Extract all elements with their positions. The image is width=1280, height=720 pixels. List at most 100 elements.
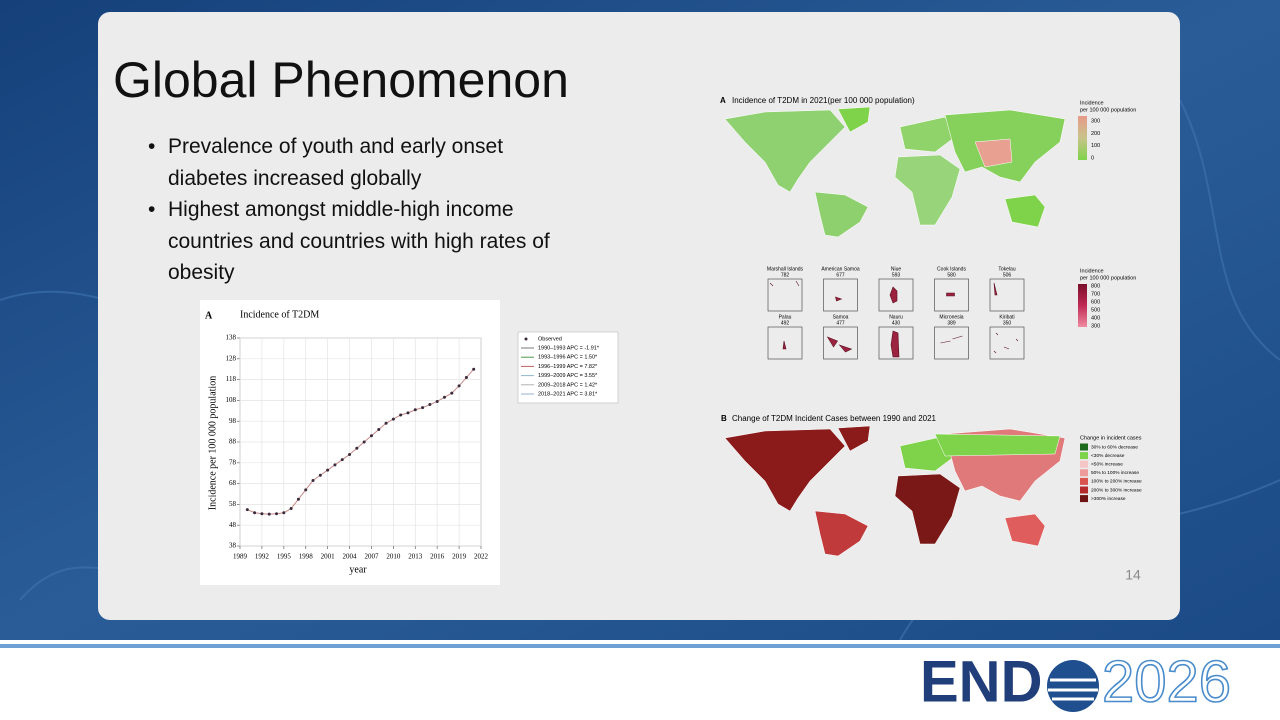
island-frame: [823, 326, 858, 360]
y-tick-label: 128: [226, 354, 237, 362]
island-outline: [782, 340, 787, 350]
island-shape: [835, 296, 843, 302]
island-name: American Samoa: [821, 266, 860, 272]
data-point: [348, 452, 352, 456]
island-shape: [993, 332, 1019, 354]
y-axis-label: Incidence per 100 000 population: [207, 376, 218, 510]
island-frame: [878, 326, 914, 360]
legend-title: Incidence: [1080, 100, 1104, 106]
legend-tick-label: 200: [1091, 131, 1100, 137]
data-point: [435, 399, 439, 403]
data-point: [245, 508, 249, 512]
island-name: Cook Islands: [937, 266, 966, 272]
legend-label: 50% to 100% increase: [1091, 470, 1139, 476]
island-shape: [782, 340, 787, 350]
x-tick-label: 2001: [321, 553, 336, 561]
legend-colorbar: [1078, 284, 1087, 327]
island-name: Tokelau: [998, 266, 1015, 272]
island-shape: [940, 335, 963, 344]
y-tick-label: 108: [226, 396, 237, 404]
island-shape: [826, 336, 853, 353]
legend-label: 2009–2018 APC = 1.42*: [538, 382, 598, 388]
legend-tick-label: 0: [1091, 155, 1094, 161]
legend-label: 1996–1999 APC = 7.82*: [538, 364, 598, 370]
island-value: 677: [836, 272, 845, 278]
bullet: Highest amongst middle-high income count…: [148, 194, 580, 289]
island-name: Kiribati: [999, 314, 1014, 320]
x-axis-label: year: [349, 564, 367, 575]
x-tick-label: 2016: [430, 553, 445, 561]
data-point: [296, 497, 300, 501]
island-name: Marshall Islands: [767, 266, 804, 272]
island-outline: [946, 292, 955, 297]
x-tick-label: 1989: [233, 553, 248, 561]
data-point: [333, 463, 337, 467]
data-point: [472, 367, 476, 371]
island-shape: [993, 282, 998, 296]
legend-swatch: [1080, 443, 1088, 451]
legend-swatch: [1080, 452, 1088, 460]
island-value: 506: [1003, 272, 1012, 278]
legend-tick-label: 800: [1091, 283, 1100, 289]
island-name: Palau: [779, 314, 792, 320]
island-frame: [934, 326, 969, 360]
legend-swatch: [1080, 460, 1088, 468]
data-point: [413, 408, 417, 412]
logo-text: END: [920, 649, 1042, 714]
island-frame: [767, 326, 803, 360]
data-point: [384, 421, 388, 425]
data-point: [267, 512, 271, 516]
y-tick-label: 48: [229, 521, 237, 529]
chart-legend: [517, 331, 619, 404]
x-tick-label: 2004: [343, 553, 358, 561]
data-point: [369, 434, 373, 438]
legend-title: Change in incident cases: [1080, 435, 1142, 441]
legend-label: 100% to 200% increase: [1091, 479, 1142, 485]
data-point: [282, 511, 286, 515]
x-tick-label: 2010: [386, 553, 401, 561]
island-shape: [946, 292, 955, 297]
x-tick-label: 2022: [474, 553, 489, 561]
y-tick-label: 68: [229, 479, 237, 487]
y-tick-label: 88: [229, 438, 237, 446]
y-tick-label: 78: [229, 458, 237, 466]
legend-label: 1999–2009 APC = 3.55*: [538, 373, 598, 379]
data-point: [253, 511, 257, 515]
x-tick-label: 1992: [255, 553, 270, 561]
legend-swatch: [1080, 469, 1088, 477]
island-name: Samoa: [833, 314, 849, 320]
x-tick-label: 1998: [299, 553, 314, 561]
data-point: [355, 446, 359, 450]
legend-tick-label: 700: [1091, 291, 1100, 297]
island-outline: [826, 336, 853, 353]
data-point: [311, 478, 315, 482]
bullet: Prevalence of youth and early onset diab…: [148, 131, 580, 194]
legend-title: per 100 000 population: [1080, 107, 1136, 113]
data-point: [457, 384, 461, 388]
island-value: 782: [781, 272, 790, 278]
island-outline: [940, 335, 963, 344]
legend-label: Observed: [538, 336, 562, 342]
legend-label: <30% decrease: [1091, 453, 1125, 459]
footer-rule: [0, 644, 1280, 648]
x-tick-label: 2019: [452, 553, 467, 561]
data-point: [260, 512, 264, 516]
y-tick-label: 58: [229, 500, 237, 508]
data-point: [464, 376, 468, 380]
island-outline: [993, 282, 998, 296]
island-frame: [934, 278, 969, 312]
x-tick-label: 2013: [408, 553, 423, 561]
x-tick-label: 2007: [364, 553, 379, 561]
island-value: 389: [947, 320, 956, 326]
legend-title: Incidence: [1080, 268, 1104, 274]
logo-text: 2026: [1102, 649, 1231, 714]
legend-label: 1993–1996 APC = 1.50*: [538, 355, 598, 361]
legend-tick-label: 400: [1091, 315, 1100, 321]
island-value: 430: [892, 320, 901, 326]
data-point: [289, 507, 293, 511]
data-point: [318, 473, 322, 477]
data-point: [421, 406, 425, 410]
panel-label: A: [720, 96, 726, 105]
